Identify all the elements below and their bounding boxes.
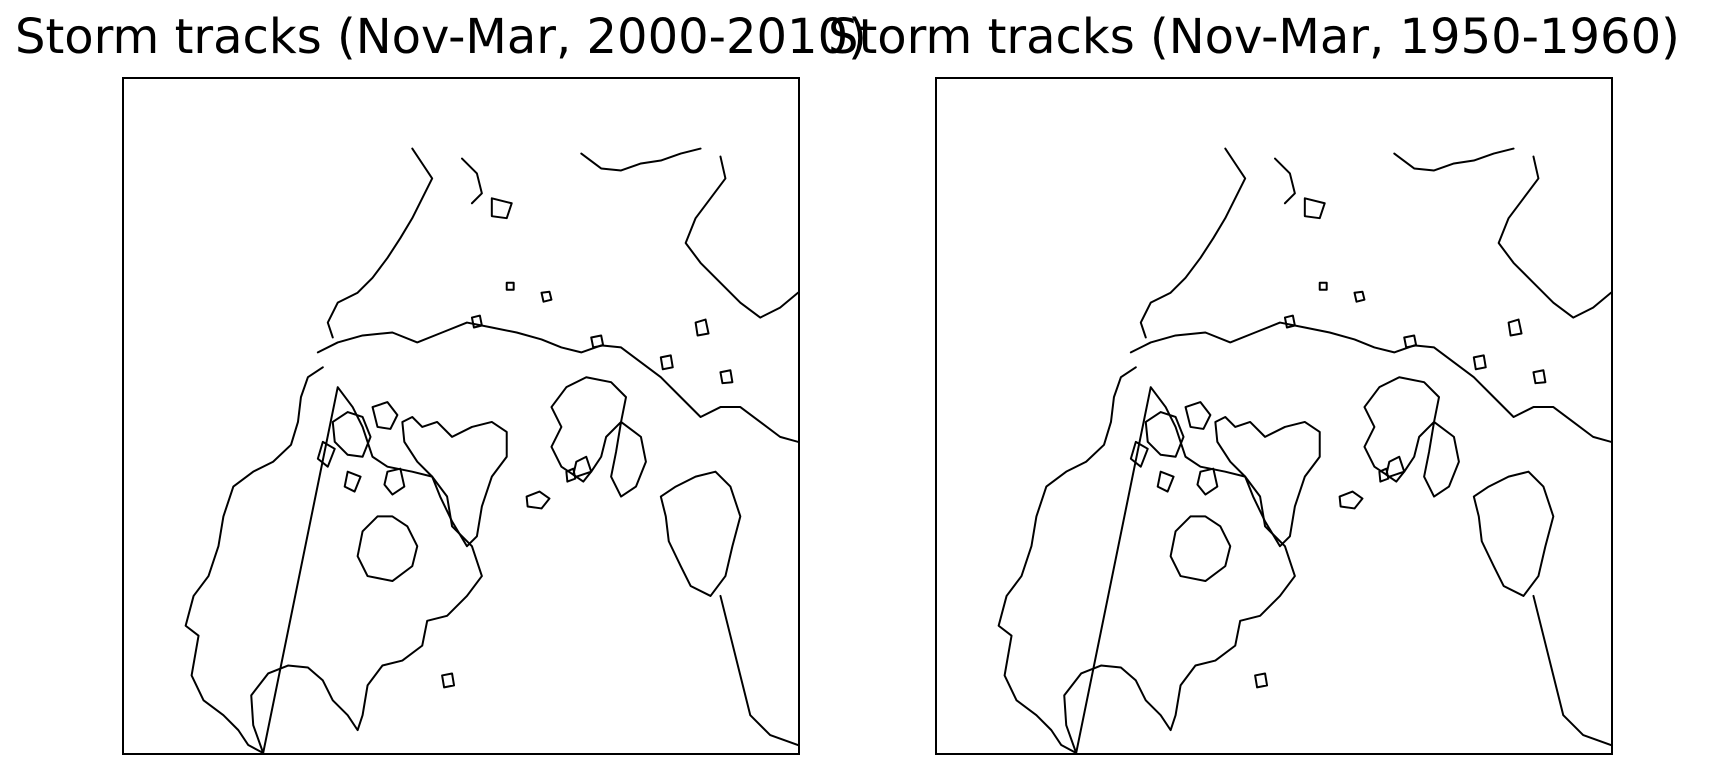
coast-small-islands [441,281,734,689]
coast-british-isles [1378,455,1406,483]
coast-asia-east [1139,147,1611,339]
coast-iceland [525,490,551,510]
map-panel-1950-1960 [935,77,1613,755]
coast-arctic-islands [316,401,406,496]
coast-small-islands [1254,281,1547,689]
coast-greenland [1214,416,1321,548]
coast-africa [1472,470,1611,747]
coastline-map-2000-2010 [184,147,798,753]
coast-eurasia-north [1129,321,1611,443]
coast-arctic-islands [1129,401,1219,496]
map-title-1950-1960: Storm tracks (Nov-Mar, 1950-1960) [828,9,1680,65]
coast-iceland [1338,490,1364,510]
coast-europe [550,376,647,498]
coast-greenland [401,416,508,548]
coast-hudson-bay [1169,515,1232,583]
coast-british-isles [565,455,593,483]
map-title-2000-2010: Storm tracks (Nov-Mar, 2000-2010) [15,9,867,65]
coast-africa [659,470,798,747]
coast-north-america [997,366,1296,753]
coastline-map-1950-1960 [997,147,1611,753]
coast-eurasia-north [316,321,798,443]
coast-north-america [184,366,483,753]
map-panel-2000-2010 [122,77,800,755]
coast-hudson-bay [356,515,419,583]
coast-asia-east [326,147,798,339]
coast-europe [1363,376,1460,498]
